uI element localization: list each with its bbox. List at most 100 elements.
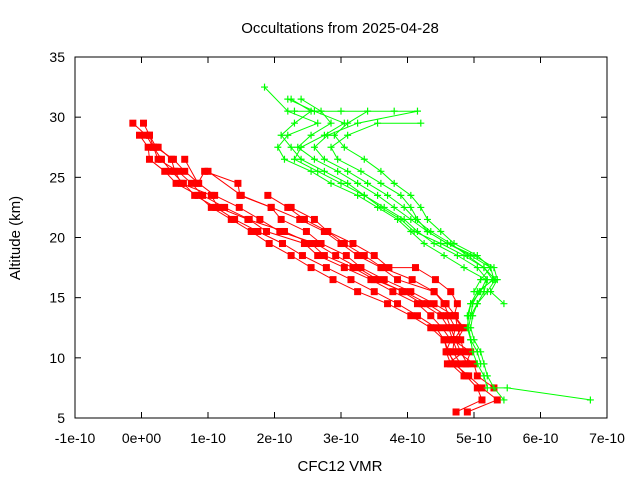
data-point bbox=[413, 107, 421, 115]
data-point bbox=[423, 227, 431, 235]
data-point bbox=[413, 312, 421, 320]
data-point bbox=[296, 215, 304, 223]
data-point bbox=[390, 107, 398, 115]
series-line bbox=[290, 206, 465, 341]
data-point bbox=[256, 215, 264, 223]
data-point bbox=[320, 155, 328, 163]
data-point bbox=[389, 288, 397, 296]
data-point bbox=[154, 143, 162, 151]
data-point bbox=[284, 95, 292, 103]
data-point bbox=[440, 252, 448, 260]
data-point bbox=[411, 264, 419, 272]
data-point bbox=[145, 131, 153, 139]
data-point bbox=[280, 227, 288, 235]
data-point bbox=[297, 143, 305, 151]
data-point bbox=[327, 143, 335, 151]
data-point bbox=[298, 252, 306, 260]
data-point bbox=[310, 155, 318, 163]
data-point bbox=[187, 179, 195, 187]
data-point bbox=[380, 276, 388, 284]
series-line bbox=[280, 98, 505, 401]
data-point bbox=[445, 312, 453, 320]
data-point bbox=[384, 191, 392, 199]
data-point bbox=[400, 203, 408, 211]
data-point bbox=[204, 167, 212, 175]
data-point bbox=[354, 288, 362, 296]
data-point bbox=[437, 240, 445, 248]
data-point bbox=[344, 179, 352, 187]
data-point bbox=[397, 215, 405, 223]
data-point bbox=[384, 300, 392, 308]
data-point bbox=[237, 191, 245, 199]
data-point bbox=[334, 167, 342, 175]
x-tick-label: -1e-10 bbox=[55, 430, 96, 446]
data-point bbox=[267, 203, 275, 211]
data-point bbox=[354, 252, 362, 260]
data-point bbox=[443, 360, 451, 368]
data-point bbox=[307, 240, 315, 248]
data-point bbox=[307, 167, 315, 175]
data-point bbox=[354, 179, 362, 187]
data-point bbox=[370, 252, 378, 260]
x-tick-label: 1e-10 bbox=[190, 430, 226, 446]
data-point bbox=[478, 384, 486, 392]
data-point bbox=[440, 300, 448, 308]
x-tick-label: 7e-10 bbox=[589, 430, 625, 446]
data-point bbox=[463, 408, 471, 416]
x-tick-label: 2e-10 bbox=[257, 430, 293, 446]
data-point bbox=[452, 360, 460, 368]
data-point bbox=[337, 107, 345, 115]
y-tick-label: 5 bbox=[57, 410, 65, 426]
data-point bbox=[264, 191, 272, 199]
data-point bbox=[493, 396, 501, 404]
data-point bbox=[287, 252, 295, 260]
data-point bbox=[487, 288, 495, 296]
series-line bbox=[207, 170, 465, 365]
series-red-8 bbox=[287, 203, 468, 344]
data-point bbox=[263, 227, 271, 235]
data-point bbox=[337, 179, 345, 187]
data-point bbox=[447, 324, 455, 332]
data-point bbox=[377, 179, 385, 187]
data-point bbox=[473, 264, 481, 272]
series-red-0 bbox=[129, 119, 501, 416]
data-point bbox=[480, 264, 488, 272]
data-point bbox=[354, 119, 362, 127]
data-point bbox=[460, 264, 468, 272]
data-point bbox=[377, 167, 385, 175]
data-point bbox=[342, 252, 350, 260]
data-point bbox=[287, 203, 295, 211]
data-point bbox=[390, 203, 398, 211]
data-point bbox=[449, 348, 457, 356]
data-point bbox=[171, 167, 179, 175]
series-green-13 bbox=[290, 107, 499, 320]
data-point bbox=[349, 264, 357, 272]
series-line bbox=[330, 122, 505, 305]
data-point bbox=[314, 252, 322, 260]
data-point bbox=[234, 179, 242, 187]
data-point bbox=[129, 119, 137, 127]
data-point bbox=[290, 155, 298, 163]
data-point bbox=[390, 179, 398, 187]
data-point bbox=[235, 203, 243, 211]
data-point bbox=[430, 300, 438, 308]
data-point bbox=[277, 131, 285, 139]
series-green-15 bbox=[330, 107, 495, 296]
data-point bbox=[278, 240, 286, 248]
y-tick-label: 20 bbox=[49, 230, 65, 246]
data-point bbox=[287, 143, 295, 151]
data-point bbox=[280, 155, 288, 163]
data-point bbox=[378, 264, 386, 272]
data-point bbox=[473, 384, 481, 392]
data-point bbox=[432, 324, 440, 332]
data-point bbox=[307, 264, 315, 272]
data-point bbox=[473, 252, 481, 260]
data-point bbox=[473, 300, 481, 308]
data-point bbox=[447, 288, 455, 296]
data-point bbox=[407, 312, 415, 320]
data-point bbox=[413, 215, 421, 223]
data-point bbox=[347, 276, 355, 284]
data-point bbox=[394, 276, 402, 284]
data-point bbox=[463, 252, 471, 260]
